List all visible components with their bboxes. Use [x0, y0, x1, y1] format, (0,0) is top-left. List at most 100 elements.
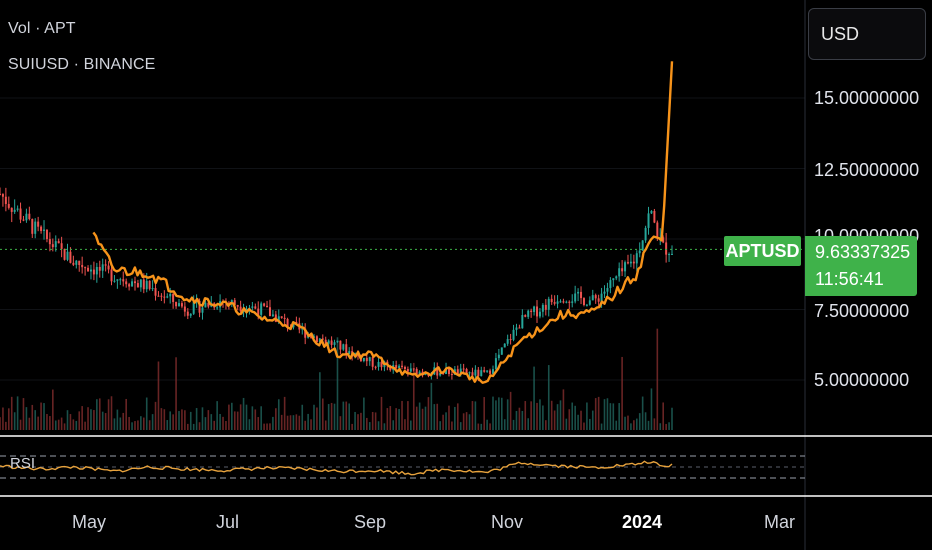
time-tick-sep: Sep	[354, 512, 387, 532]
currency-button[interactable]: USD	[808, 8, 926, 60]
volume-bar	[492, 396, 494, 430]
candle-body	[486, 370, 489, 372]
candle-body	[321, 338, 324, 340]
legend-symbol[interactable]: SUIUSD · BINANCE	[8, 56, 156, 73]
candle-body	[107, 265, 110, 270]
candle-body	[1, 194, 4, 197]
candle-body	[415, 368, 418, 376]
volume-bar	[13, 412, 16, 430]
candle-body	[166, 296, 169, 298]
candle-body	[582, 298, 585, 306]
volume-bar	[181, 409, 183, 430]
candle-body	[87, 267, 90, 272]
candle-body	[374, 366, 377, 368]
volume-bar	[228, 404, 230, 430]
volume-bar	[627, 415, 629, 430]
price-tick: 15.00000000	[814, 88, 920, 108]
volume-bar	[66, 410, 69, 430]
volume-bar	[456, 403, 459, 430]
volume-bar	[175, 357, 177, 430]
candle-body	[365, 357, 368, 362]
volume-bar	[189, 411, 192, 430]
candle-body	[597, 298, 600, 302]
volume-bar	[336, 337, 339, 430]
volume-bar	[503, 419, 506, 430]
candle-body	[128, 284, 131, 287]
candle-body	[439, 372, 442, 376]
volume-bar	[134, 421, 136, 430]
volume-bar	[125, 398, 127, 430]
candle-body	[571, 301, 574, 303]
volume-bar	[480, 423, 483, 430]
candle-body	[81, 264, 84, 268]
candle-body	[57, 241, 60, 244]
volume-bar	[260, 406, 262, 430]
volume-bar	[304, 420, 306, 430]
volume-bar	[474, 401, 477, 430]
candle-body	[151, 288, 154, 290]
volume-bar	[586, 402, 588, 430]
volume-bar	[210, 414, 213, 430]
candle-body	[527, 310, 530, 317]
candle-body	[421, 371, 424, 374]
candle-body	[163, 296, 166, 298]
candle-body	[477, 369, 480, 377]
volume-bar	[442, 414, 444, 430]
volume-bar	[292, 415, 295, 430]
price-tick: 7.50000000	[814, 301, 910, 321]
candle-body	[43, 229, 46, 231]
volume-bar	[418, 402, 421, 430]
candle-body	[512, 329, 515, 340]
candle-body	[125, 281, 128, 285]
volume-bar	[187, 423, 189, 430]
volume-bar	[398, 408, 400, 430]
volume-bar	[533, 366, 535, 430]
volume-bar	[659, 423, 662, 430]
volume-bar	[618, 403, 620, 430]
volume-bar	[427, 397, 430, 430]
volume-bar	[589, 418, 591, 430]
time-tick-2024: 2024	[622, 512, 663, 532]
volume-bar	[142, 417, 145, 430]
candle-body	[465, 369, 468, 374]
candle-body	[547, 298, 550, 310]
candle-body	[330, 340, 333, 345]
candle-body	[474, 369, 477, 376]
volume-bar	[277, 399, 280, 430]
legend-volume[interactable]: Vol · APT	[8, 20, 76, 37]
volume-bar	[500, 397, 503, 430]
candle-body	[7, 203, 10, 208]
candle-body	[483, 370, 486, 372]
volume-bar	[222, 416, 224, 430]
candle-body	[565, 301, 568, 303]
volume-bar	[462, 413, 465, 430]
volume-bar	[2, 407, 4, 430]
candle-body	[227, 302, 230, 304]
candle-body	[650, 210, 653, 214]
candle-body	[142, 279, 145, 290]
volume-bar	[198, 422, 201, 430]
volume-bar	[615, 420, 618, 430]
volume-bar	[54, 420, 57, 430]
volume-bar	[410, 420, 412, 430]
volume-bar	[5, 421, 7, 430]
volume-bar	[280, 414, 283, 430]
candle-body	[491, 369, 494, 374]
candle-body	[436, 367, 439, 376]
candle-body	[186, 311, 189, 316]
candle-body	[295, 321, 298, 324]
volume-bar	[644, 412, 647, 430]
volume-bar	[471, 401, 474, 430]
candle-body	[239, 306, 242, 312]
candle-body	[459, 368, 462, 375]
volume-bar	[562, 389, 565, 430]
candle-body	[233, 300, 236, 306]
candle-body	[25, 213, 28, 221]
volume-bar	[301, 404, 304, 430]
volume-bar	[630, 423, 632, 430]
candle-body	[263, 303, 266, 306]
candle-body	[216, 307, 219, 309]
candle-body	[398, 365, 401, 369]
volume-bar	[591, 410, 594, 430]
volume-bar	[245, 404, 248, 430]
